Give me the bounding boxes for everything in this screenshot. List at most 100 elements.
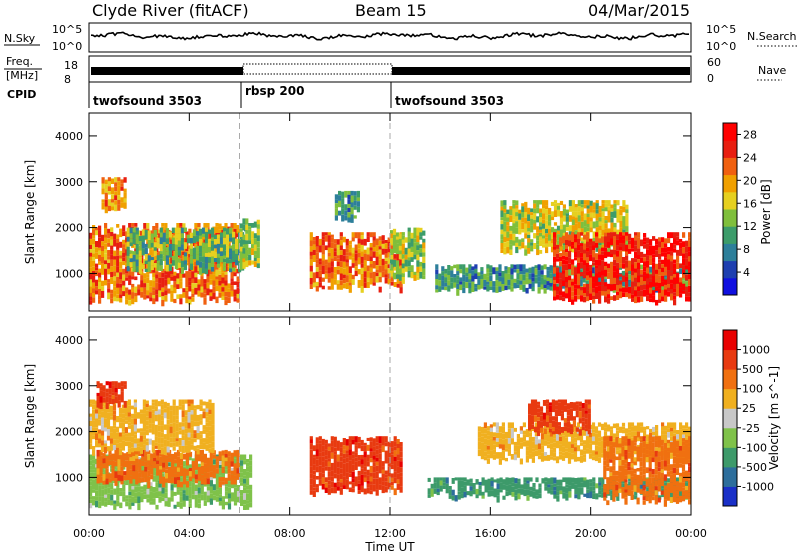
range-cell bbox=[598, 205, 602, 213]
range-cell bbox=[366, 454, 370, 462]
range-cell bbox=[518, 219, 522, 223]
range-cell bbox=[450, 277, 454, 283]
range-cell bbox=[89, 443, 93, 450]
range-cell bbox=[600, 423, 605, 431]
range-cell bbox=[609, 429, 614, 435]
range-cell bbox=[655, 282, 659, 287]
range-cell bbox=[542, 208, 546, 214]
range-cell bbox=[107, 205, 111, 212]
range-cell bbox=[113, 276, 117, 281]
range-cell bbox=[216, 257, 221, 264]
range-cell bbox=[205, 416, 209, 423]
range-cell bbox=[171, 227, 175, 233]
range-cell bbox=[525, 287, 529, 294]
range-cell bbox=[177, 233, 181, 241]
range-cell bbox=[419, 227, 423, 233]
range-cell bbox=[539, 233, 543, 237]
range-cell bbox=[229, 233, 233, 238]
range-cell bbox=[149, 286, 153, 293]
range-cell bbox=[556, 495, 560, 502]
range-cell bbox=[318, 238, 322, 246]
range-cell bbox=[181, 417, 185, 423]
range-cell bbox=[438, 273, 442, 281]
range-cell bbox=[165, 462, 169, 466]
range-cell bbox=[673, 288, 677, 293]
range-cell bbox=[679, 287, 683, 294]
range-cell bbox=[103, 440, 108, 444]
range-cell bbox=[543, 288, 547, 294]
range-cell bbox=[549, 278, 553, 284]
range-cell bbox=[215, 454, 219, 458]
range-cell bbox=[354, 462, 358, 466]
range-cell bbox=[546, 438, 551, 442]
range-cell bbox=[401, 263, 405, 269]
range-cell bbox=[194, 491, 198, 495]
range-cell bbox=[570, 438, 575, 445]
range-cell bbox=[185, 485, 189, 491]
range-cell bbox=[580, 228, 584, 235]
range-cell bbox=[185, 456, 190, 461]
range-cell bbox=[558, 433, 563, 437]
range-cell bbox=[604, 247, 608, 252]
range-cell bbox=[102, 453, 106, 459]
range-cell bbox=[163, 446, 167, 450]
range-cell bbox=[628, 293, 632, 299]
range-cell bbox=[607, 215, 611, 223]
range-cell bbox=[533, 223, 537, 230]
range-cell bbox=[89, 279, 93, 287]
range-cell bbox=[384, 277, 388, 284]
range-cell bbox=[124, 433, 128, 437]
range-cell bbox=[466, 491, 470, 496]
range-cell bbox=[206, 483, 210, 487]
range-cell bbox=[345, 482, 349, 490]
range-cell bbox=[390, 441, 394, 448]
range-cell bbox=[390, 485, 394, 490]
range-cell bbox=[211, 431, 215, 436]
range-cell bbox=[110, 202, 115, 207]
range-cell bbox=[224, 495, 229, 499]
range-cell bbox=[509, 209, 513, 216]
range-cell bbox=[609, 426, 614, 430]
range-cell bbox=[191, 274, 195, 279]
range-cell bbox=[330, 258, 334, 262]
range-cell bbox=[212, 286, 216, 293]
range-cell bbox=[151, 399, 155, 403]
range-cell bbox=[533, 208, 537, 214]
range-cell bbox=[105, 392, 109, 397]
range-cell bbox=[327, 450, 331, 455]
range-cell bbox=[384, 457, 388, 464]
range-cell bbox=[312, 474, 316, 480]
range-cell bbox=[167, 462, 171, 467]
range-cell bbox=[553, 262, 557, 268]
range-cell bbox=[568, 477, 572, 482]
range-cell bbox=[184, 410, 188, 416]
range-cell bbox=[369, 472, 373, 477]
range-cell bbox=[586, 271, 590, 276]
range-cell bbox=[592, 221, 596, 229]
range-cell bbox=[89, 267, 93, 273]
range-cell bbox=[447, 270, 451, 275]
range-cell bbox=[176, 471, 181, 477]
range-cell bbox=[162, 467, 166, 472]
range-cell bbox=[197, 290, 201, 297]
range-cell bbox=[589, 270, 593, 278]
range-cell bbox=[116, 243, 120, 250]
range-cell bbox=[543, 284, 547, 289]
range-cell bbox=[670, 293, 674, 301]
range-cell bbox=[495, 432, 499, 439]
range-cell bbox=[598, 254, 602, 260]
range-cell bbox=[619, 227, 623, 235]
range-cell bbox=[360, 235, 364, 240]
range-cell bbox=[183, 260, 187, 265]
range-cell bbox=[194, 456, 198, 464]
range-cell bbox=[188, 228, 192, 236]
range-cell bbox=[372, 236, 376, 241]
range-cell bbox=[312, 457, 316, 465]
range-cell bbox=[378, 448, 382, 454]
range-cell bbox=[130, 436, 134, 443]
range-cell bbox=[601, 281, 605, 286]
range-cell bbox=[410, 265, 414, 272]
range-cell bbox=[568, 263, 572, 270]
range-cell bbox=[410, 232, 414, 239]
range-cell bbox=[579, 442, 584, 446]
